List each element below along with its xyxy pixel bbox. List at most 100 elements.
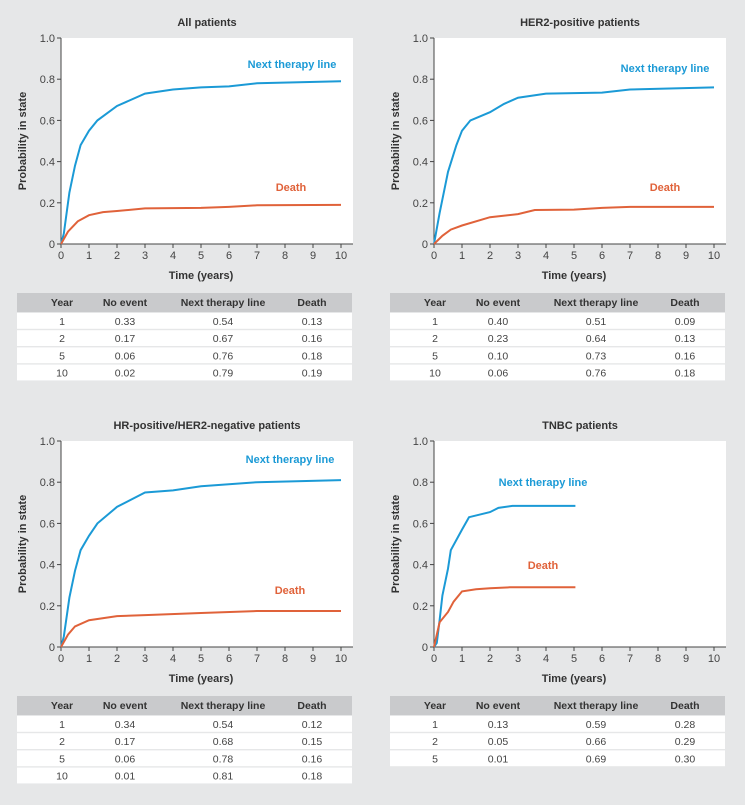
table-column-header: Year xyxy=(51,297,73,309)
table-cell: 0.29 xyxy=(675,736,696,748)
table-cell: 10 xyxy=(56,368,68,380)
table-cell: 1 xyxy=(432,719,438,731)
table-cell: 0.51 xyxy=(586,316,607,328)
y-tick-label: 0.6 xyxy=(40,115,55,127)
y-tick-label: 1.0 xyxy=(413,436,428,448)
y-tick-label: 0.8 xyxy=(413,74,428,86)
x-tick-label: 4 xyxy=(170,250,176,262)
table-cell: 0.10 xyxy=(488,350,509,362)
x-axis-label: Time (years) xyxy=(542,673,607,685)
death-line xyxy=(60,610,341,648)
table-column-header: Death xyxy=(670,700,699,712)
table-cell: 0.02 xyxy=(115,368,136,380)
next-therapy-line xyxy=(60,80,342,245)
y-tick-label: 0.6 xyxy=(413,518,428,530)
x-tick-label: 3 xyxy=(515,250,521,262)
table-cell: 0.17 xyxy=(115,333,136,345)
x-tick-label: 1 xyxy=(86,250,92,262)
table-row xyxy=(390,733,725,749)
x-tick-label: 1 xyxy=(86,653,92,665)
table-cell: 5 xyxy=(432,350,438,362)
table-cell: 0.01 xyxy=(488,753,509,765)
x-tick-label: 0 xyxy=(431,250,437,262)
table-column-header: Year xyxy=(51,700,73,712)
x-axis-label: Time (years) xyxy=(169,270,234,282)
x-tick-label: 10 xyxy=(335,250,347,262)
table-row xyxy=(17,750,352,767)
x-tick-label: 9 xyxy=(310,250,316,262)
x-tick-label: 3 xyxy=(142,653,148,665)
x-tick-label: 0 xyxy=(58,653,64,665)
table-cell: 2 xyxy=(432,736,438,748)
x-tick-label: 5 xyxy=(571,653,577,665)
x-tick-label: 3 xyxy=(515,653,521,665)
table-column-header: Year xyxy=(424,700,446,712)
y-axis-label: Probability in state xyxy=(390,495,402,593)
x-axis-label: Time (years) xyxy=(169,673,234,685)
table-cell: 2 xyxy=(59,333,65,345)
x-tick-label: 9 xyxy=(310,653,316,665)
chart-title: HR-positive/HER2-negative patients xyxy=(113,420,300,432)
table-cell: 0.33 xyxy=(115,316,136,328)
table-cell: 2 xyxy=(59,736,65,748)
table-cell: 0.81 xyxy=(213,771,234,783)
x-tick-label: 8 xyxy=(282,250,288,262)
table-cell: 0.66 xyxy=(586,736,607,748)
table-cell: 0.73 xyxy=(586,350,607,362)
table-cell: 0.40 xyxy=(488,316,509,328)
table-cell: 10 xyxy=(56,771,68,783)
y-tick-label: 1.0 xyxy=(413,33,428,45)
x-tick-label: 1 xyxy=(459,653,465,665)
next-therapy-line xyxy=(433,86,715,245)
table-column-header: No event xyxy=(476,297,521,309)
table-cell: 0.23 xyxy=(488,333,509,345)
y-tick-label: 0.2 xyxy=(40,601,55,613)
x-tick-label: 5 xyxy=(571,250,577,262)
death-line xyxy=(60,203,342,245)
y-tick-label: 0.2 xyxy=(40,198,55,210)
x-tick-label: 2 xyxy=(114,250,120,262)
table-cell: 0.18 xyxy=(302,350,323,362)
x-tick-label: 7 xyxy=(254,250,260,262)
table-column-header: No event xyxy=(103,297,148,309)
table-column-header: Next therapy line xyxy=(181,297,266,309)
table-cell: 0.18 xyxy=(675,368,696,380)
y-tick-label: 0.2 xyxy=(413,198,428,210)
table-row xyxy=(390,313,725,329)
table-cell: 0.79 xyxy=(213,368,234,380)
next-therapy-label: Next therapy line xyxy=(248,59,337,71)
x-tick-label: 5 xyxy=(198,653,204,665)
table-row xyxy=(390,716,725,732)
table-column-header: Next therapy line xyxy=(181,700,266,712)
table-cell: 0.13 xyxy=(302,316,323,328)
table-cell: 0.01 xyxy=(115,771,136,783)
y-tick-label: 0.8 xyxy=(40,477,55,489)
next-therapy-label: Next therapy line xyxy=(246,454,335,466)
x-tick-label: 2 xyxy=(114,653,120,665)
table-row xyxy=(17,313,352,329)
table-cell: 0.12 xyxy=(302,719,323,731)
table-cell: 0.18 xyxy=(302,771,323,783)
x-tick-label: 9 xyxy=(683,653,689,665)
table-cell: 5 xyxy=(59,753,65,765)
y-tick-label: 0.4 xyxy=(40,560,55,572)
table-cell: 0.28 xyxy=(675,719,696,731)
death-label: Death xyxy=(275,585,306,597)
table-cell: 0.15 xyxy=(302,736,323,748)
y-tick-label: 0.8 xyxy=(413,477,428,489)
table-cell: 0.06 xyxy=(115,753,136,765)
y-tick-label: 0.8 xyxy=(40,74,55,86)
chart-panel: TNBC patients 0 0.2 0.4 0.6 0.8 1.0 0 1 2 3 4 5 6 7 8 9 1… xyxy=(390,420,726,767)
y-tick-label: 0.6 xyxy=(413,115,428,127)
table-cell: 2 xyxy=(432,333,438,345)
table-cell: 0.09 xyxy=(675,316,696,328)
x-tick-label: 4 xyxy=(170,653,176,665)
x-tick-label: 1 xyxy=(459,250,465,262)
table-cell: 0.16 xyxy=(302,753,323,765)
table-cell: 0.06 xyxy=(488,368,509,380)
table-cell: 1 xyxy=(432,316,438,328)
y-axis-label: Probability in state xyxy=(390,92,402,190)
x-tick-label: 9 xyxy=(683,250,689,262)
x-tick-label: 0 xyxy=(58,250,64,262)
